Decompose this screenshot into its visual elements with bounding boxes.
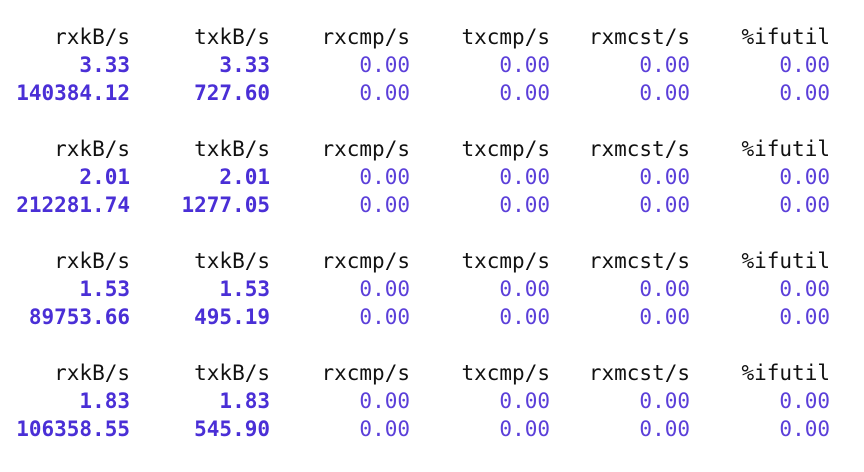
value-txcmps: 0.00 (499, 53, 550, 77)
value-txcmps: 0.00 (499, 165, 550, 189)
value-ifutil: 0.00 (779, 417, 830, 441)
value-ifutil: 0.00 (779, 389, 830, 413)
col-header-txcmps: txcmp/s (461, 25, 550, 49)
col-header-rxmcsts: rxmcst/s (588, 249, 690, 273)
value-txkbs: 3.33 (219, 53, 270, 77)
col-header-rxkbs: rxkB/s (54, 25, 130, 49)
col-header-rxkbs: rxkB/s (54, 361, 130, 385)
value-ifutil: 0.00 (779, 277, 830, 301)
stats-value-row: 3.33 3.33 0.00 0.00 0.00 0.00 (0, 51, 864, 79)
value-rxmcsts: 0.00 (639, 53, 690, 77)
value-ifutil: 0.00 (779, 81, 830, 105)
col-header-txcmps: txcmp/s (461, 249, 550, 273)
col-header-txkbs: txkB/s (194, 361, 270, 385)
value-txcmps: 0.00 (499, 389, 550, 413)
col-header-rxmcsts: rxmcst/s (588, 137, 690, 161)
value-rxkbs: 140384.12 (16, 81, 130, 105)
value-txkbs: 1277.05 (181, 193, 270, 217)
stats-value-row: 140384.12 727.60 0.00 0.00 0.00 0.00 (0, 79, 864, 107)
value-rxmcsts: 0.00 (639, 417, 690, 441)
value-ifutil: 0.00 (779, 305, 830, 329)
value-rxcmps: 0.00 (359, 305, 410, 329)
col-header-rxmcsts: rxmcst/s (588, 361, 690, 385)
stats-value-row: 212281.74 1277.05 0.00 0.00 0.00 0.00 (0, 191, 864, 219)
value-rxmcsts: 0.00 (639, 81, 690, 105)
col-header-rxkbs: rxkB/s (54, 249, 130, 273)
value-ifutil: 0.00 (779, 165, 830, 189)
value-rxmcsts: 0.00 (639, 277, 690, 301)
value-rxkbs: 1.83 (79, 389, 130, 413)
stats-value-row: 106358.55 545.90 0.00 0.00 0.00 0.00 (0, 415, 864, 443)
value-rxcmps: 0.00 (359, 165, 410, 189)
value-rxkbs: 3.33 (79, 53, 130, 77)
value-rxmcsts: 0.00 (639, 389, 690, 413)
value-rxcmps: 0.00 (359, 53, 410, 77)
stats-header-row: rxkB/s txkB/s rxcmp/s txcmp/s rxmcst/s %… (0, 135, 864, 163)
value-ifutil: 0.00 (779, 193, 830, 217)
value-rxmcsts: 0.00 (639, 193, 690, 217)
value-rxkbs: 212281.74 (16, 193, 130, 217)
stats-value-row: 1.53 1.53 0.00 0.00 0.00 0.00 (0, 275, 864, 303)
value-rxcmps: 0.00 (359, 277, 410, 301)
col-header-rxcmps: rxcmp/s (321, 361, 410, 385)
col-header-txkbs: txkB/s (194, 25, 270, 49)
value-txkbs: 545.90 (194, 417, 270, 441)
stats-header-row: rxkB/s txkB/s rxcmp/s txcmp/s rxmcst/s %… (0, 23, 864, 51)
value-txkbs: 727.60 (194, 81, 270, 105)
value-rxcmps: 0.00 (359, 389, 410, 413)
value-txcmps: 0.00 (499, 277, 550, 301)
col-header-rxmcsts: rxmcst/s (588, 25, 690, 49)
col-header-ifutil: %ifutil (741, 137, 830, 161)
col-header-rxcmps: rxcmp/s (321, 25, 410, 49)
stats-value-row: 2.01 2.01 0.00 0.00 0.00 0.00 (0, 163, 864, 191)
stats-value-row: 89753.66 495.19 0.00 0.00 0.00 0.00 (0, 303, 864, 331)
value-rxmcsts: 0.00 (639, 305, 690, 329)
value-txcmps: 0.00 (499, 193, 550, 217)
col-header-txkbs: txkB/s (194, 249, 270, 273)
value-txcmps: 0.00 (499, 81, 550, 105)
value-rxcmps: 0.00 (359, 81, 410, 105)
col-header-txcmps: txcmp/s (461, 361, 550, 385)
value-txkbs: 495.19 (194, 305, 270, 329)
col-header-txkbs: txkB/s (194, 137, 270, 161)
value-txkbs: 1.83 (219, 389, 270, 413)
stats-value-row: 1.83 1.83 0.00 0.00 0.00 0.00 (0, 387, 864, 415)
value-rxcmps: 0.00 (359, 193, 410, 217)
col-header-rxkbs: rxkB/s (54, 137, 130, 161)
col-header-rxcmps: rxcmp/s (321, 137, 410, 161)
value-rxcmps: 0.00 (359, 417, 410, 441)
col-header-rxcmps: rxcmp/s (321, 249, 410, 273)
stats-header-row: rxkB/s txkB/s rxcmp/s txcmp/s rxmcst/s %… (0, 247, 864, 275)
value-rxkbs: 106358.55 (16, 417, 130, 441)
col-header-txcmps: txcmp/s (461, 137, 550, 161)
stats-header-row: rxkB/s txkB/s rxcmp/s txcmp/s rxmcst/s %… (0, 359, 864, 387)
value-rxkbs: 89753.66 (28, 305, 130, 329)
value-ifutil: 0.00 (779, 53, 830, 77)
value-rxmcsts: 0.00 (639, 165, 690, 189)
col-header-ifutil: %ifutil (741, 25, 830, 49)
col-header-ifutil: %ifutil (741, 361, 830, 385)
value-txcmps: 0.00 (499, 305, 550, 329)
value-txcmps: 0.00 (499, 417, 550, 441)
value-txkbs: 2.01 (219, 165, 270, 189)
value-txkbs: 1.53 (219, 277, 270, 301)
col-header-ifutil: %ifutil (741, 249, 830, 273)
value-rxkbs: 2.01 (79, 165, 130, 189)
value-rxkbs: 1.53 (79, 277, 130, 301)
